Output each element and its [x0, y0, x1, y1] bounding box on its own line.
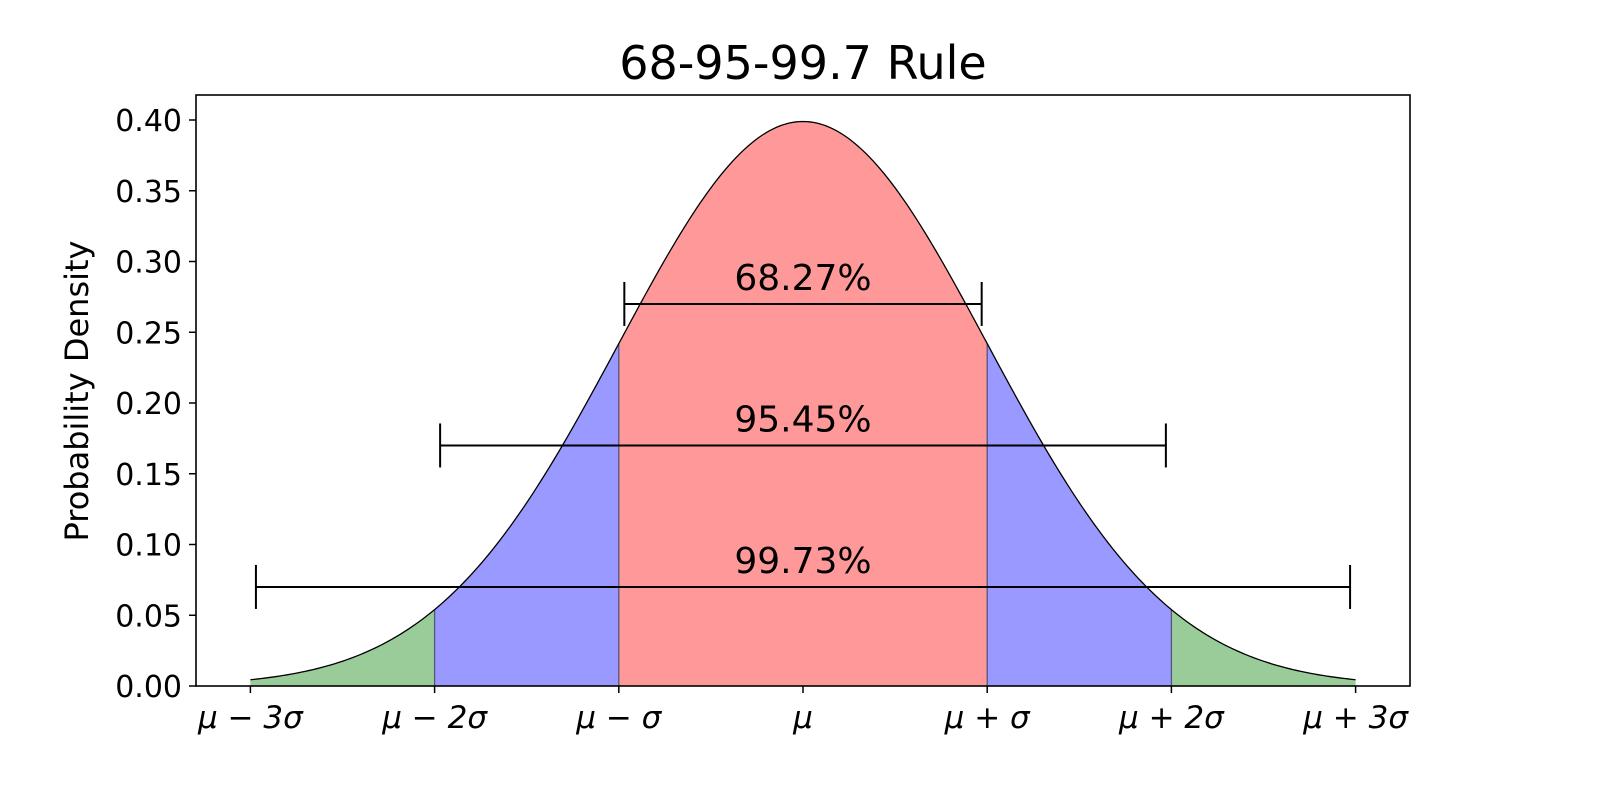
y-tick-label: 0.00	[115, 670, 182, 705]
y-tick-label: 0.15	[115, 458, 182, 493]
interval-label: 68.27%	[734, 258, 871, 299]
y-axis: 0.00 0.05 0.10 0.15 0.20 0.25 0.30 0.35 0.40	[115, 104, 196, 705]
x-tick-label: μ − 3σ	[197, 700, 304, 736]
x-axis: μ − 3σ μ − 2σ μ − σ μ μ + σ μ + 2σ μ + 3σ	[197, 686, 1409, 736]
interval-0: 68.27%	[623, 258, 983, 326]
region-2	[987, 343, 1172, 686]
interval-2: 99.73%	[254, 541, 1352, 609]
x-tick-label: μ + σ	[944, 700, 1031, 736]
interval-bars: 68.27% 95.45% 99.73%	[254, 258, 1352, 609]
y-tick-label: 0.25	[115, 316, 182, 351]
x-tick-label: μ	[792, 700, 813, 736]
y-axis-label: Probability Density	[58, 241, 96, 542]
y-tick-label: 0.20	[115, 387, 182, 422]
region-4	[1171, 609, 1356, 686]
y-tick-label: 0.35	[115, 175, 182, 210]
normal-curve	[250, 120, 1356, 681]
x-tick-label: μ − σ	[575, 700, 662, 736]
interval-label: 99.73%	[734, 541, 871, 582]
x-tick-label: μ − 2σ	[381, 700, 488, 736]
x-tick-label: μ + 3σ	[1302, 700, 1409, 736]
y-tick-label: 0.40	[115, 104, 182, 139]
y-tick-label: 0.10	[115, 529, 182, 564]
y-tick-label: 0.05	[115, 599, 182, 634]
shaded-regions	[250, 121, 1356, 686]
y-tick-label: 0.30	[115, 246, 182, 281]
region-0	[618, 121, 988, 686]
interval-1: 95.45%	[439, 399, 1167, 468]
region-1	[434, 343, 619, 686]
interval-label: 95.45%	[734, 399, 871, 440]
chart-title: 68-95-99.7 Rule	[619, 36, 986, 90]
region-3	[250, 609, 435, 686]
x-tick-label: μ + 2σ	[1118, 700, 1225, 736]
